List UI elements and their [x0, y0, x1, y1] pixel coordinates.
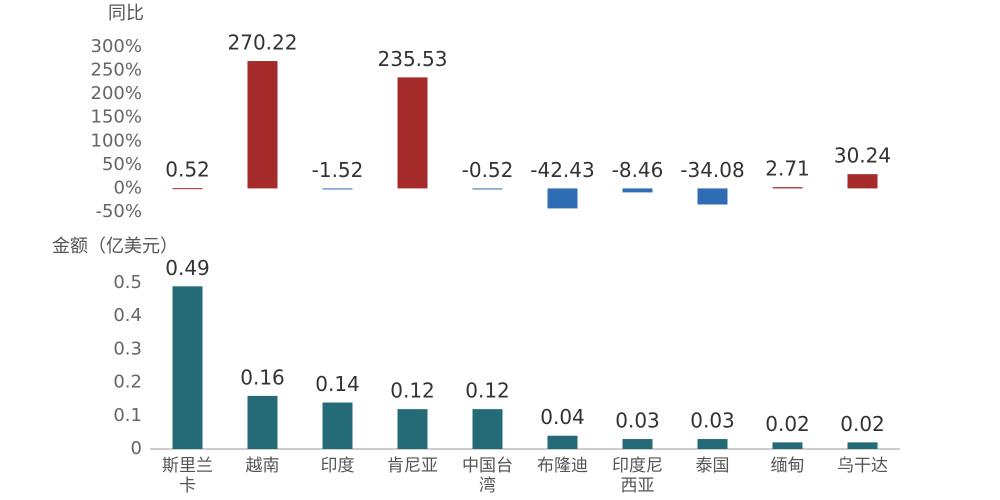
data-label: 0.03: [690, 409, 735, 433]
bar: [172, 188, 203, 190]
data-label: -8.46: [612, 158, 664, 182]
y-tick-label: -50%: [95, 201, 142, 222]
y-tick-label: 250%: [91, 60, 142, 81]
bar: [247, 395, 278, 449]
data-label: 0.49: [165, 256, 210, 280]
x-tick-label: 肯尼亚: [387, 456, 438, 476]
y-tick-label: 0.5: [113, 272, 142, 293]
data-label: 2.71: [765, 157, 810, 181]
data-label: -34.08: [680, 158, 744, 182]
bar: [397, 409, 428, 449]
x-tick-label: 乌干达: [837, 456, 888, 476]
data-label: 0.02: [765, 412, 810, 436]
y-tick-label: 0.1: [113, 405, 142, 426]
data-label: 235.53: [378, 47, 448, 71]
bottom-chart-title: 金额（亿美元）: [52, 236, 178, 257]
bar: [772, 442, 803, 449]
bar: [697, 188, 728, 205]
data-label: -42.43: [530, 158, 594, 182]
bar: [247, 61, 278, 189]
bar: [172, 286, 203, 449]
data-label: 0.12: [390, 379, 435, 403]
bar: [322, 402, 353, 449]
x-tick-label: 缅甸: [771, 456, 805, 476]
bar: [472, 409, 503, 449]
y-tick-label: 0: [131, 438, 142, 459]
y-tick-label: 50%: [102, 154, 142, 175]
data-label: 0.04: [540, 405, 585, 429]
data-label: 0.14: [315, 372, 360, 396]
data-label: 0.52: [165, 158, 210, 182]
bar: [547, 188, 578, 209]
x-tick-label: 印度尼西亚: [612, 456, 663, 496]
y-tick-label: 300%: [91, 36, 142, 57]
data-label: 270.22: [228, 31, 298, 55]
data-label: -1.52: [312, 158, 364, 182]
x-tick-label: 越南: [246, 456, 280, 476]
y-tick-label: 0.4: [113, 305, 142, 326]
y-tick-label: 100%: [91, 130, 142, 151]
y-tick-label: 150%: [91, 107, 142, 128]
x-tick-label: 泰国: [696, 456, 730, 476]
top-chart-title: 同比: [108, 3, 144, 24]
bar: [322, 188, 353, 190]
y-tick-label: 0.2: [113, 372, 142, 393]
bar: [697, 439, 728, 449]
bar: [847, 442, 878, 449]
data-label: 0.12: [465, 379, 510, 403]
data-label: 0.02: [840, 412, 885, 436]
data-label: 0.03: [615, 409, 660, 433]
y-tick-label: 0.3: [113, 338, 142, 359]
data-label: 0.16: [240, 365, 285, 389]
bar: [547, 435, 578, 449]
y-tick-label: 200%: [91, 83, 142, 104]
data-label: 30.24: [834, 144, 891, 168]
x-tick-label: 布隆迪: [537, 456, 588, 476]
bar: [397, 77, 428, 189]
x-tick-label: 斯里兰卡: [162, 456, 213, 496]
data-label: -0.52: [462, 158, 514, 182]
y-tick-label: 0%: [113, 177, 142, 198]
bar: [622, 188, 653, 193]
bar: [472, 188, 503, 190]
x-tick-label: 中国台湾: [462, 456, 513, 496]
bar: [622, 439, 653, 449]
bar: [772, 187, 803, 189]
bar: [847, 174, 878, 189]
x-tick-label: 印度: [321, 456, 355, 476]
